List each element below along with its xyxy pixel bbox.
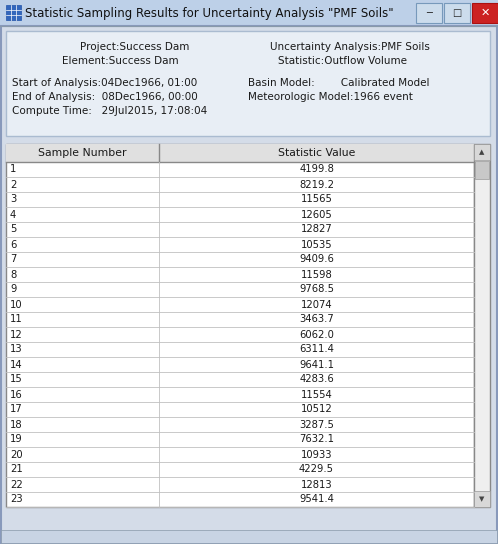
Text: 18: 18: [10, 419, 22, 430]
Text: End of Analysis:  08Dec1966, 00:00: End of Analysis: 08Dec1966, 00:00: [12, 92, 198, 102]
Text: 8219.2: 8219.2: [299, 180, 334, 189]
Text: Element:Success Dam: Element:Success Dam: [62, 56, 178, 66]
Text: 17: 17: [10, 405, 23, 415]
Bar: [474, 491, 490, 507]
Text: 12074: 12074: [301, 300, 332, 310]
Bar: [474, 144, 490, 507]
Bar: [6, 144, 474, 162]
Text: 3287.5: 3287.5: [299, 419, 334, 430]
Text: 9: 9: [10, 285, 16, 294]
Bar: [6, 5, 21, 20]
Text: 4229.5: 4229.5: [299, 465, 334, 474]
Text: 6062.0: 6062.0: [299, 330, 334, 339]
Text: 1: 1: [10, 164, 16, 175]
Text: 14: 14: [10, 360, 22, 369]
Text: 21: 21: [10, 465, 23, 474]
Text: Project:Success Dam: Project:Success Dam: [80, 42, 190, 52]
Text: □: □: [452, 8, 462, 18]
Text: Start of Analysis:04Dec1966, 01:00: Start of Analysis:04Dec1966, 01:00: [12, 78, 197, 88]
Text: 12: 12: [10, 330, 23, 339]
Text: 3463.7: 3463.7: [299, 314, 334, 325]
Bar: [6, 31, 490, 136]
Text: 3: 3: [10, 195, 16, 205]
Text: 9641.1: 9641.1: [299, 360, 334, 369]
Text: 10: 10: [10, 300, 22, 310]
Text: Statistic Sampling Results for Uncertainty Analysis "PMF Soils": Statistic Sampling Results for Uncertain…: [25, 7, 393, 20]
Text: Statistic:Outflow Volume: Statistic:Outflow Volume: [278, 56, 407, 66]
Text: 9768.5: 9768.5: [299, 285, 334, 294]
Text: 6311.4: 6311.4: [299, 344, 334, 355]
Text: 11554: 11554: [301, 390, 332, 399]
Text: 10535: 10535: [301, 239, 332, 250]
Text: 9409.6: 9409.6: [299, 255, 334, 264]
Text: 4199.8: 4199.8: [299, 164, 334, 175]
Text: 4283.6: 4283.6: [299, 374, 334, 385]
Text: Meteorologic Model:1966 event: Meteorologic Model:1966 event: [248, 92, 413, 102]
Text: Sample Number: Sample Number: [38, 148, 127, 158]
Text: 11: 11: [10, 314, 23, 325]
Bar: [475, 161, 489, 179]
Text: 12605: 12605: [301, 209, 332, 219]
Text: Statistic Value: Statistic Value: [278, 148, 355, 158]
Text: Uncertainty Analysis:PMF Soils: Uncertainty Analysis:PMF Soils: [270, 42, 430, 52]
Text: ▼: ▼: [479, 496, 485, 502]
Text: 11598: 11598: [301, 269, 332, 280]
Text: Basin Model:        Calibrated Model: Basin Model: Calibrated Model: [248, 78, 429, 88]
Bar: [416, 3, 442, 23]
Text: 9541.4: 9541.4: [299, 494, 334, 504]
Text: 7632.1: 7632.1: [299, 435, 334, 444]
Bar: [0, 0, 498, 26]
Text: 23: 23: [10, 494, 22, 504]
Text: 7: 7: [10, 255, 16, 264]
Text: 12827: 12827: [301, 225, 332, 234]
Bar: [6, 144, 474, 507]
Text: 13: 13: [10, 344, 22, 355]
Text: 11565: 11565: [301, 195, 333, 205]
Text: 16: 16: [10, 390, 23, 399]
Bar: [472, 3, 498, 23]
Text: 22: 22: [10, 479, 23, 490]
Text: 19: 19: [10, 435, 23, 444]
Text: 2: 2: [10, 180, 16, 189]
Text: 5: 5: [10, 225, 16, 234]
Bar: [444, 3, 470, 23]
Text: 20: 20: [10, 449, 22, 460]
Text: Compute Time:   29Jul2015, 17:08:04: Compute Time: 29Jul2015, 17:08:04: [12, 106, 207, 116]
Text: ─: ─: [426, 8, 432, 18]
Text: 6: 6: [10, 239, 16, 250]
Text: ✕: ✕: [480, 8, 490, 18]
Text: 4: 4: [10, 209, 16, 219]
Text: 10512: 10512: [301, 405, 332, 415]
Text: 8: 8: [10, 269, 16, 280]
Text: ▲: ▲: [479, 149, 485, 155]
Text: 10933: 10933: [301, 449, 332, 460]
Text: 15: 15: [10, 374, 23, 385]
Bar: [474, 144, 490, 160]
Bar: [1, 530, 497, 543]
Text: 12813: 12813: [301, 479, 332, 490]
